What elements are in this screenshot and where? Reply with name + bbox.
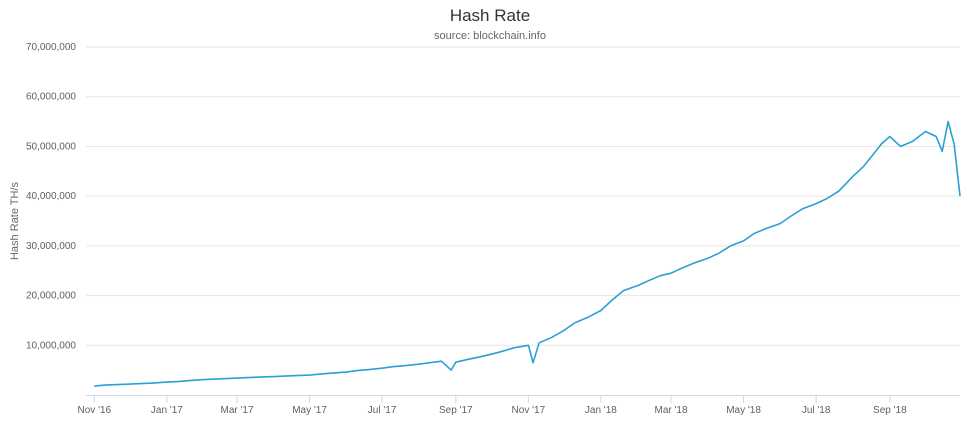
x-axis: Nov '16 Jan '17 Mar '17 May '17 Jul '17 Sep '… [78, 395, 960, 416]
x-tick-label: Mar '18 [655, 405, 688, 416]
y-tick-label: 10,000,000 [26, 340, 76, 351]
x-tick-label: Nov '16 [78, 405, 112, 416]
x-tick-label: May '18 [726, 405, 761, 416]
x-tick-label: Sep '17 [439, 405, 473, 416]
x-tick-label: Nov '17 [512, 405, 546, 416]
chart-title: Hash Rate [449, 6, 531, 25]
series-layer [94, 120, 961, 387]
x-tick-label: Mar '17 [220, 405, 253, 416]
y-tick-label: 60,000,000 [26, 92, 76, 103]
y-tick-label: 50,000,000 [26, 141, 76, 152]
y-tick-label: 70,000,000 [26, 42, 76, 53]
grid-lines [86, 46, 960, 346]
x-tick-label: Jan '18 [585, 405, 617, 416]
y-axis: 10,000,000 20,000,000 30,000,000 40,000,000… [26, 42, 76, 351]
y-tick-label: 20,000,000 [26, 291, 76, 302]
y-axis-title: Hash Rate TH/s [9, 181, 21, 260]
chart-subtitle: source: blockchain.info [434, 30, 546, 42]
y-tick-label: 30,000,000 [26, 241, 76, 252]
y-tick-label: 40,000,000 [26, 191, 76, 202]
x-tick-label: May '17 [292, 405, 327, 416]
x-tick-label: Sep '18 [873, 405, 907, 416]
hash-rate-series-line [94, 120, 961, 387]
x-tick-label: Jul '18 [802, 405, 831, 416]
x-tick-label: Jan '17 [151, 405, 183, 416]
x-tick-label: Jul '17 [368, 405, 397, 416]
